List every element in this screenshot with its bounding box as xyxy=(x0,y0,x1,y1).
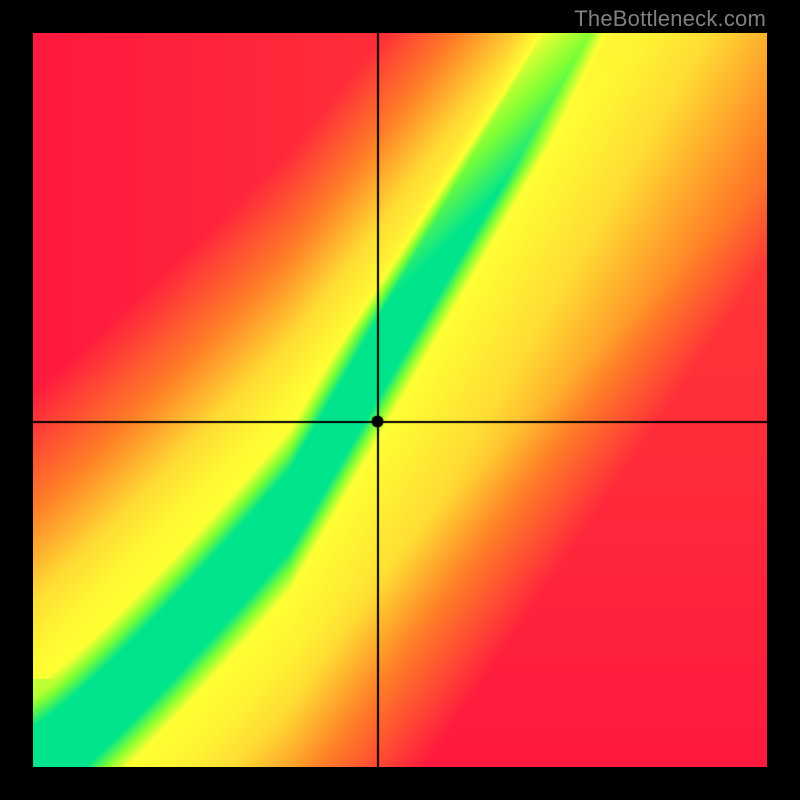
chart-container: TheBottleneck.com xyxy=(0,0,800,800)
bottleneck-heatmap xyxy=(33,33,767,767)
watermark-text: TheBottleneck.com xyxy=(574,6,766,32)
